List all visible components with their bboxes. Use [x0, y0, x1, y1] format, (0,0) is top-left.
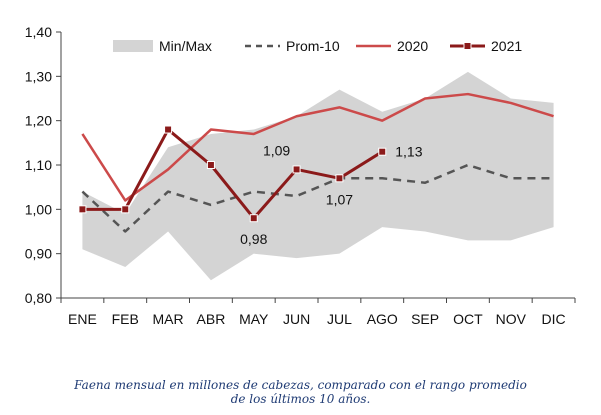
x-tick-label: ENE	[68, 311, 97, 327]
data-point-2021	[206, 161, 215, 169]
y-tick-label: 0,90	[25, 246, 52, 262]
legend: Min/Max Prom-10 2020 2021	[113, 38, 522, 54]
legend-label-2021: 2021	[491, 38, 522, 54]
caption-line-1: Faena mensual en millones de cabezas, co…	[74, 378, 527, 392]
series-layer	[78, 92, 554, 233]
axes: 0,80 0,90 1,00 1,10 1,20 1,30 1,40 ENE FEB MAR ABR…	[25, 24, 576, 327]
data-labels-layer: 0,98 1,09 1,07 1,13	[240, 142, 423, 247]
line-chart: 0,80 0,90 1,00 1,10 1,20 1,30 1,40 ENE FEB MAR ABR…	[25, 24, 576, 327]
min-max-band	[82, 71, 554, 281]
legend-marker-2021	[463, 42, 472, 50]
legend-label-prom-10: Prom-10	[286, 38, 340, 54]
x-tick-label: JUN	[283, 311, 310, 327]
y-tick-label: 1,10	[25, 157, 52, 173]
data-label: 0,98	[240, 231, 267, 247]
y-tick-label: 1,20	[25, 113, 52, 129]
x-tick-label: NOV	[496, 311, 527, 327]
legend-label-2020: 2020	[397, 38, 428, 54]
data-point-2021	[121, 205, 130, 214]
data-label: 1,07	[326, 191, 353, 207]
series-line-prom-10	[81, 163, 554, 233]
legend-label-min-max: Min/Max	[159, 38, 212, 54]
data-label: 1,09	[263, 142, 290, 158]
x-tick-label: FEB	[112, 311, 139, 327]
x-tick-label: SEP	[411, 311, 439, 327]
data-point-2021	[164, 125, 173, 134]
data-point-2021	[249, 214, 258, 223]
y-tick-label: 1,40	[25, 24, 52, 40]
x-tick-label: OCT	[453, 311, 483, 327]
series-line-2020	[81, 92, 554, 202]
data-point-2021	[78, 205, 87, 214]
x-tick-label: MAR	[153, 311, 184, 327]
data-point-2021	[378, 147, 387, 156]
legend-swatch-min-max	[113, 40, 153, 52]
data-point-2021	[292, 165, 301, 174]
y-tick-label: 1,00	[25, 201, 52, 217]
x-tick-label: DIC	[542, 311, 566, 327]
chart-caption: Faena mensual en millones de cabezas, co…	[0, 378, 601, 406]
y-tick-label: 1,30	[25, 68, 52, 84]
x-tick-label: MAY	[239, 311, 269, 327]
series-line-2021	[82, 128, 384, 220]
y-tick-label: 0,80	[25, 290, 52, 306]
x-tick-label: ABR	[197, 311, 226, 327]
x-tick-label: JUL	[327, 311, 352, 327]
data-point-2021	[335, 174, 344, 183]
data-label: 1,13	[395, 144, 422, 160]
caption-line-2: de los últimos 10 años.	[230, 392, 371, 406]
min-max-band-layer	[82, 71, 554, 281]
x-tick-label: AGO	[367, 311, 398, 327]
